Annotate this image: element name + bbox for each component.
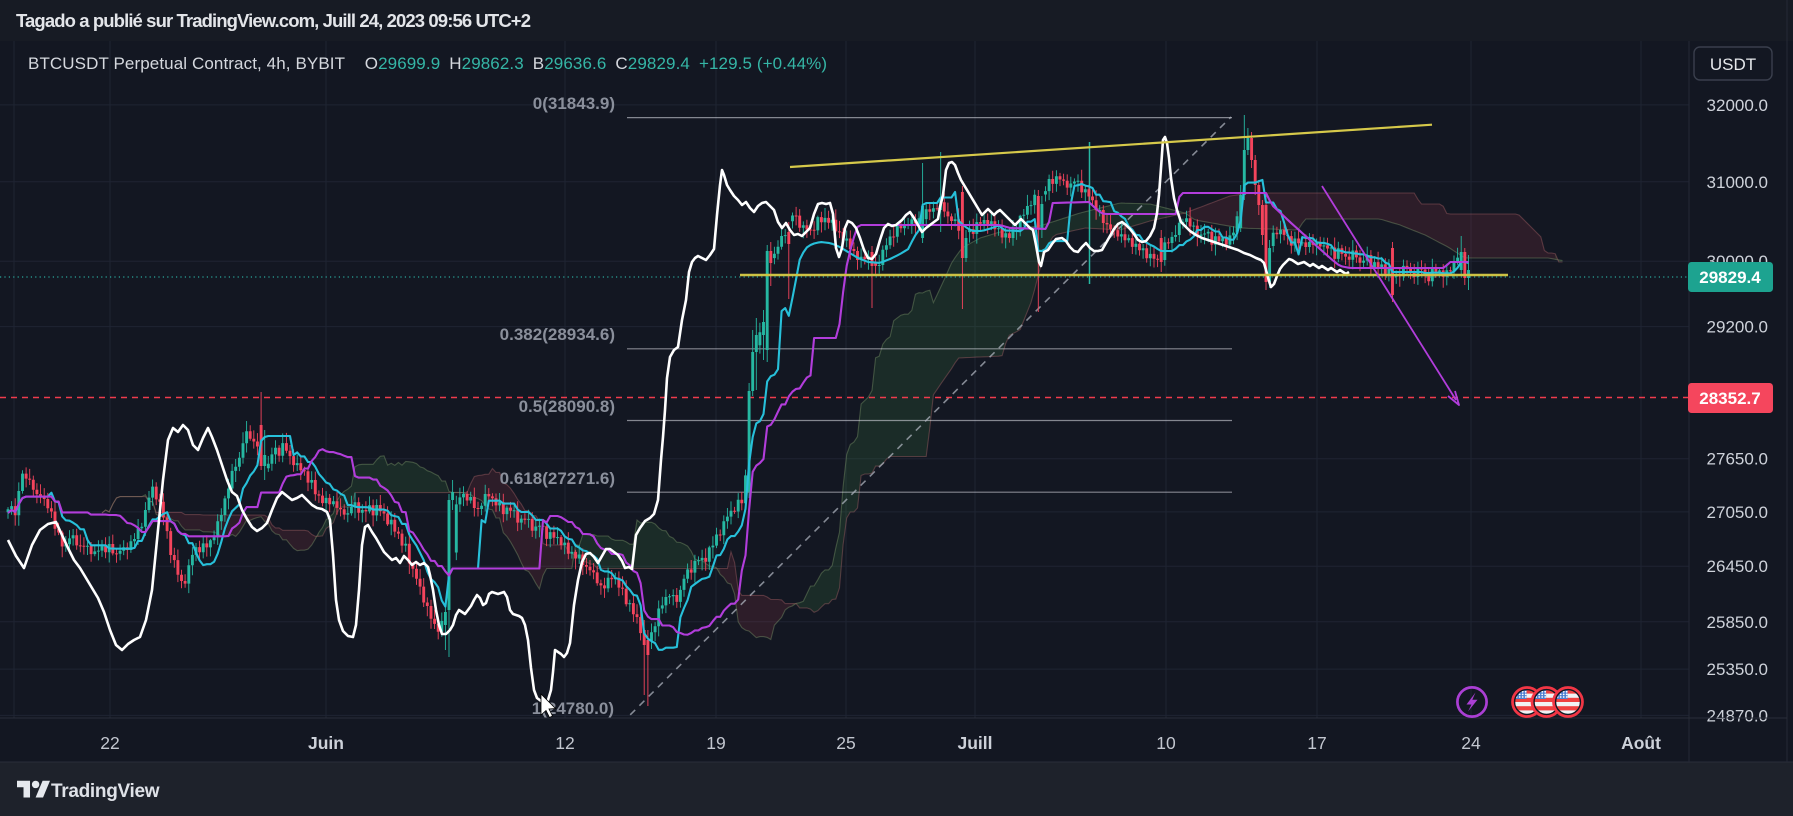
svg-text:29200.0: 29200.0 xyxy=(1707,318,1768,337)
svg-text:0(31843.9): 0(31843.9) xyxy=(533,94,615,113)
svg-text:Juin: Juin xyxy=(308,733,344,753)
svg-text:24: 24 xyxy=(1461,733,1481,753)
svg-text:0.5(28090.8): 0.5(28090.8) xyxy=(519,397,615,416)
svg-text:22: 22 xyxy=(100,733,119,753)
svg-text:12: 12 xyxy=(555,733,574,753)
svg-text:26450.0: 26450.0 xyxy=(1707,557,1768,576)
svg-text:Juill: Juill xyxy=(957,733,992,753)
svg-text:27650.0: 27650.0 xyxy=(1707,450,1768,469)
svg-text:10: 10 xyxy=(1156,733,1176,753)
svg-text:TradingView: TradingView xyxy=(51,781,160,802)
svg-text:25350.0: 25350.0 xyxy=(1707,660,1768,679)
svg-text:29829.4: 29829.4 xyxy=(1699,268,1761,287)
svg-text:28352.7: 28352.7 xyxy=(1699,389,1760,408)
svg-text:1(24780.0): 1(24780.0) xyxy=(532,699,614,718)
svg-text:32000.0: 32000.0 xyxy=(1707,96,1768,115)
svg-text:25: 25 xyxy=(836,733,855,753)
svg-text:31000.0: 31000.0 xyxy=(1707,173,1768,192)
svg-text:BTCUSDT Perpetual Contract, 4h: BTCUSDT Perpetual Contract, 4h, BYBIT O29… xyxy=(28,54,827,73)
svg-text:24870.0: 24870.0 xyxy=(1707,706,1768,725)
svg-text:27050.0: 27050.0 xyxy=(1707,503,1768,522)
svg-text:25850.0: 25850.0 xyxy=(1707,613,1768,632)
svg-text:Tagado a publié sur TradingVie: Tagado a publié sur TradingView.com, Jui… xyxy=(16,10,531,31)
svg-text:0.618(27271.6): 0.618(27271.6) xyxy=(500,469,615,488)
svg-text:19: 19 xyxy=(706,733,725,753)
svg-text:Août: Août xyxy=(1621,733,1661,753)
svg-text:0.382(28934.6): 0.382(28934.6) xyxy=(500,325,615,344)
svg-text:17: 17 xyxy=(1307,733,1326,753)
svg-text:USDT: USDT xyxy=(1710,55,1756,74)
